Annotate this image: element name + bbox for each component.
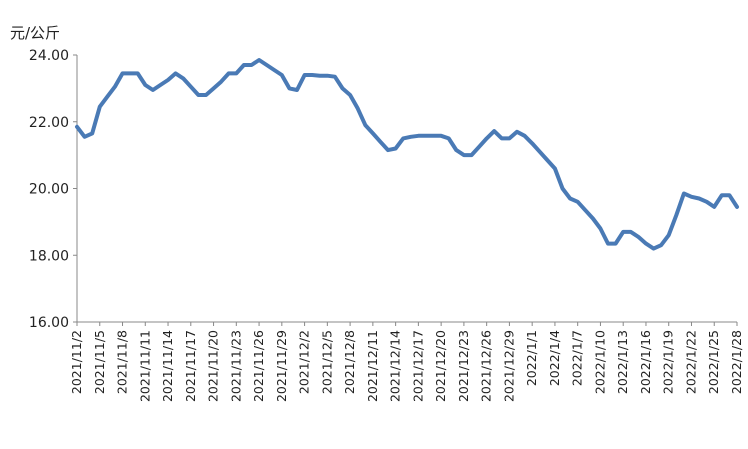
price-series-line	[75, 58, 739, 251]
y-axis-ticks: 16.00 18.00 20.00 22.00 24.00	[29, 48, 77, 331]
x-tick-label: 2021/12/23	[456, 330, 471, 402]
x-tick-label: 2021/12/5	[319, 330, 334, 394]
y-tick-label: 16.00	[29, 315, 69, 331]
x-tick-label: 2021/12/17	[410, 330, 425, 402]
x-tick-label: 2021/11/11	[137, 330, 152, 402]
x-tick-label: 2021/11/2	[69, 330, 84, 394]
x-tick-label: 2022/1/28	[729, 330, 744, 394]
x-tick-label: 2021/12/20	[433, 330, 448, 402]
x-tick-label: 2022/1/22	[683, 330, 698, 394]
y-tick-label: 18.00	[29, 248, 69, 264]
x-tick-label: 2021/12/11	[365, 330, 380, 402]
x-tick-label: 2021/11/20	[206, 330, 221, 402]
x-tick-label: 2021/11/14	[160, 330, 175, 402]
x-tick-label: 2021/12/29	[501, 330, 516, 402]
x-tick-label: 2021/12/2	[297, 330, 312, 394]
x-tick-label: 2022/1/16	[638, 330, 653, 394]
x-tick-label: 2021/11/23	[228, 330, 243, 402]
x-tick-label: 2021/12/8	[342, 330, 357, 394]
x-tick-label: 2022/1/4	[547, 330, 562, 386]
x-tick-label: 2021/12/14	[388, 330, 403, 402]
x-tick-label: 2022/1/1	[524, 330, 539, 386]
x-axis-ticks: 2021/11/2 2021/11/5 2021/11/8 2021/11/11 202…	[69, 322, 744, 402]
x-tick-label: 2021/11/17	[183, 330, 198, 402]
x-tick-label: 2022/1/10	[592, 330, 607, 394]
y-tick-label: 22.00	[29, 115, 69, 131]
y-unit-label: 元/公斤	[10, 24, 60, 42]
x-tick-label: 2022/1/7	[570, 330, 585, 386]
x-tick-label: 2021/12/26	[479, 330, 494, 402]
x-tick-label: 2022/1/19	[661, 330, 676, 394]
y-tick-label: 20.00	[29, 182, 69, 198]
x-tick-label: 2021/11/5	[92, 330, 107, 394]
x-tick-label: 2021/11/29	[274, 330, 289, 402]
x-tick-label: 2021/11/8	[115, 330, 130, 394]
y-tick-label: 24.00	[29, 48, 69, 64]
x-tick-label: 2022/1/13	[615, 330, 630, 394]
x-tick-label: 2021/11/26	[251, 330, 266, 402]
x-tick-label: 2022/1/25	[706, 330, 721, 394]
